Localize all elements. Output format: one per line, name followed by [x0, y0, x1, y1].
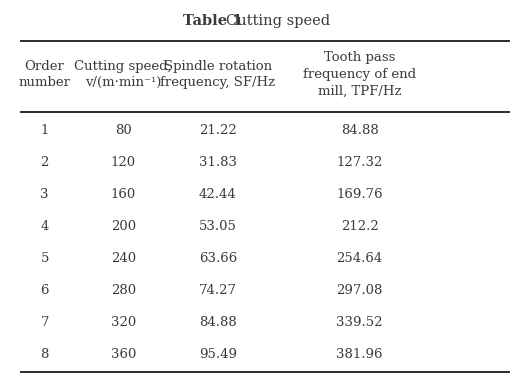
Text: Spindle rotation
frequency, SF/Hz: Spindle rotation frequency, SF/Hz: [160, 60, 276, 89]
Text: 320: 320: [111, 316, 136, 329]
Text: 80: 80: [115, 124, 132, 137]
Text: 42.44: 42.44: [199, 188, 237, 201]
Text: 280: 280: [111, 284, 136, 297]
Text: 127.32: 127.32: [337, 156, 383, 169]
Text: 74.27: 74.27: [199, 284, 237, 297]
Text: 360: 360: [111, 348, 136, 361]
Text: 95.49: 95.49: [199, 348, 237, 361]
Text: 84.88: 84.88: [341, 124, 379, 137]
Text: 7: 7: [40, 316, 49, 329]
Text: 240: 240: [111, 252, 136, 265]
Text: 2: 2: [40, 156, 49, 169]
Text: 4: 4: [40, 220, 49, 233]
Text: 381.96: 381.96: [337, 348, 383, 361]
Text: Cutting speed,
v/(m·min⁻¹): Cutting speed, v/(m·min⁻¹): [75, 60, 172, 89]
Text: 212.2: 212.2: [341, 220, 379, 233]
Text: Order
number: Order number: [18, 60, 71, 89]
Text: 169.76: 169.76: [337, 188, 383, 201]
Text: 254.64: 254.64: [337, 252, 383, 265]
Text: 160: 160: [111, 188, 136, 201]
Text: 297.08: 297.08: [337, 284, 383, 297]
Text: 120: 120: [111, 156, 136, 169]
Text: Cutting speed: Cutting speed: [212, 14, 330, 28]
Text: 21.22: 21.22: [199, 124, 237, 137]
Text: 63.66: 63.66: [199, 252, 237, 265]
Text: Tooth pass
frequency of end
mill, TPF/Hz: Tooth pass frequency of end mill, TPF/Hz: [303, 51, 416, 98]
Text: 200: 200: [111, 220, 136, 233]
Text: 8: 8: [40, 348, 49, 361]
Text: 339.52: 339.52: [337, 316, 383, 329]
Text: 31.83: 31.83: [199, 156, 237, 169]
Text: 1: 1: [40, 124, 49, 137]
Text: Table 1: Table 1: [183, 14, 242, 28]
Text: 84.88: 84.88: [199, 316, 237, 329]
Text: 6: 6: [40, 284, 49, 297]
Text: 53.05: 53.05: [199, 220, 237, 233]
Text: 3: 3: [40, 188, 49, 201]
Text: 5: 5: [40, 252, 49, 265]
